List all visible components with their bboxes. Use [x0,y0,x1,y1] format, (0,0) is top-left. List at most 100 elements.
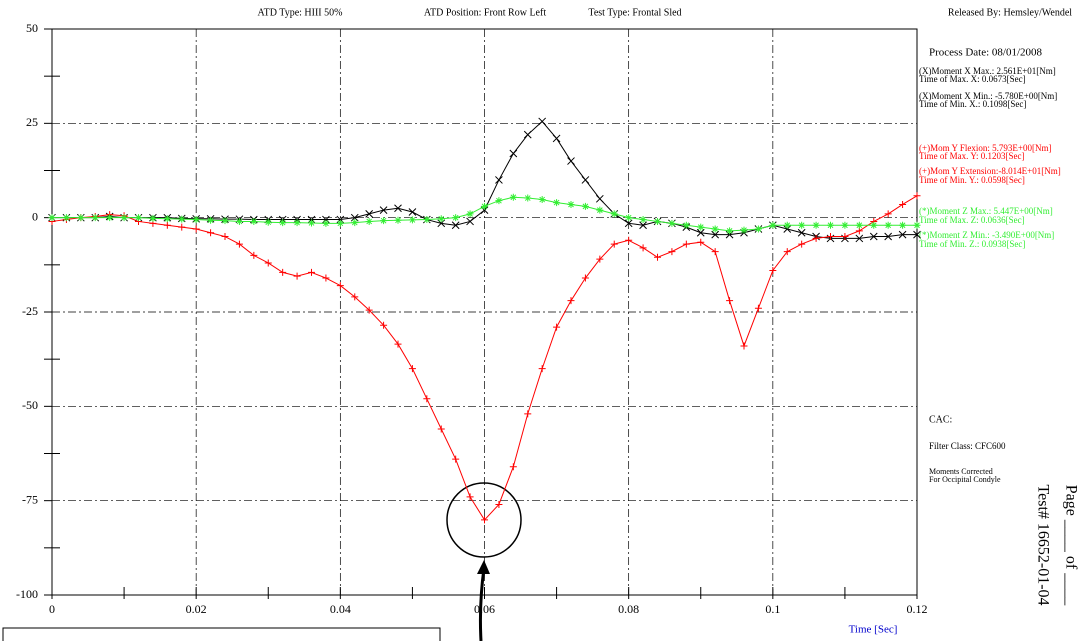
marker [235,217,243,225]
marker [509,149,518,158]
marker [437,215,445,223]
marker [523,130,532,139]
marker [899,200,907,208]
marker [639,216,647,224]
marker [394,340,402,348]
header-text: ATD Type: HIII 50% [258,7,343,18]
highlight-circle [446,482,522,558]
marker [509,193,517,201]
marker [365,306,373,314]
marker [855,234,864,243]
marker [654,217,661,225]
marker [625,236,633,244]
marker [192,225,200,233]
marker [798,240,806,248]
marker [668,219,676,227]
marker [827,221,834,229]
marker [596,206,604,214]
marker [207,229,215,237]
marker [754,225,762,233]
y-tick-label: 50 [26,21,38,35]
x-tick-label: 0.02 [186,602,207,616]
marker [365,210,374,218]
marker [293,272,301,280]
marker [322,219,330,227]
marker [380,321,388,329]
annotation: (X)Moment X Min.: -5.780E+00[Nm] [919,91,1057,101]
annotation: Process Date: 08/01/2008 [929,47,1043,59]
marker [899,221,907,229]
marker [250,217,258,225]
arrow-head [477,560,490,574]
annotation: Time of Min. Z.: 0.0938[Sec] [919,239,1025,249]
marker [178,215,186,223]
marker [451,221,460,230]
annotation: (X)Moment X Max.: 2.561E+01[Nm] [919,66,1056,76]
marker [855,221,863,229]
marker [639,221,647,230]
marker [754,304,762,312]
note-box [2,627,441,641]
marker [625,214,633,222]
marker [913,192,921,200]
marker [870,221,878,229]
marker [322,215,330,224]
marker [163,221,171,229]
marker [740,342,748,350]
marker [207,216,215,224]
y-tick-label: -25 [22,304,38,318]
marker [726,297,734,305]
x-tick-label: 0.12 [907,602,928,616]
marker [884,232,893,241]
annotation: Moments Corrected [929,467,993,476]
marker [567,297,575,305]
marker [538,117,547,126]
marker [898,230,907,239]
x-tick-label: 0.06 [474,602,495,616]
x-tick-label: 0.1 [765,602,780,616]
y-tick-label: -100 [16,587,38,601]
marker [379,206,388,214]
marker [567,200,575,208]
marker [466,493,474,501]
marker [264,259,272,267]
marker [682,221,690,229]
marker [91,214,99,222]
annotation: Time of Max. Y: 0.1203[Sec] [919,151,1025,161]
marker [913,230,921,239]
annotation: (+)Mom Y Extension:-8.014E+01[Nm] [919,166,1061,176]
marker [351,219,359,227]
y-tick-label: 25 [26,115,38,129]
marker [682,240,690,248]
annotation: Time of Min. Y.: 0.0598[Sec] [919,175,1025,185]
marker [639,244,647,252]
header-text: Test Type: Frontal Sled [588,7,681,18]
marker [178,223,186,231]
marker [48,214,56,222]
y-tick-label: 0 [32,209,38,223]
marker [827,233,834,241]
marker [884,210,892,218]
marker [567,157,575,165]
marker [913,221,921,229]
marker [481,202,488,210]
marker [654,253,661,261]
marker [149,214,157,222]
y-tick-label: -75 [22,492,38,506]
marker [740,226,748,234]
x-tick-label: 0.04 [330,602,351,616]
marker [509,463,517,471]
marker [351,293,359,301]
marker [668,248,676,256]
marker [769,221,777,229]
marker [452,455,460,463]
marker [783,248,791,256]
marker [524,194,532,202]
marker [841,221,849,229]
marker [62,214,70,222]
marker [408,216,416,224]
marker [135,214,142,222]
marker [726,227,734,235]
marker [279,268,287,276]
